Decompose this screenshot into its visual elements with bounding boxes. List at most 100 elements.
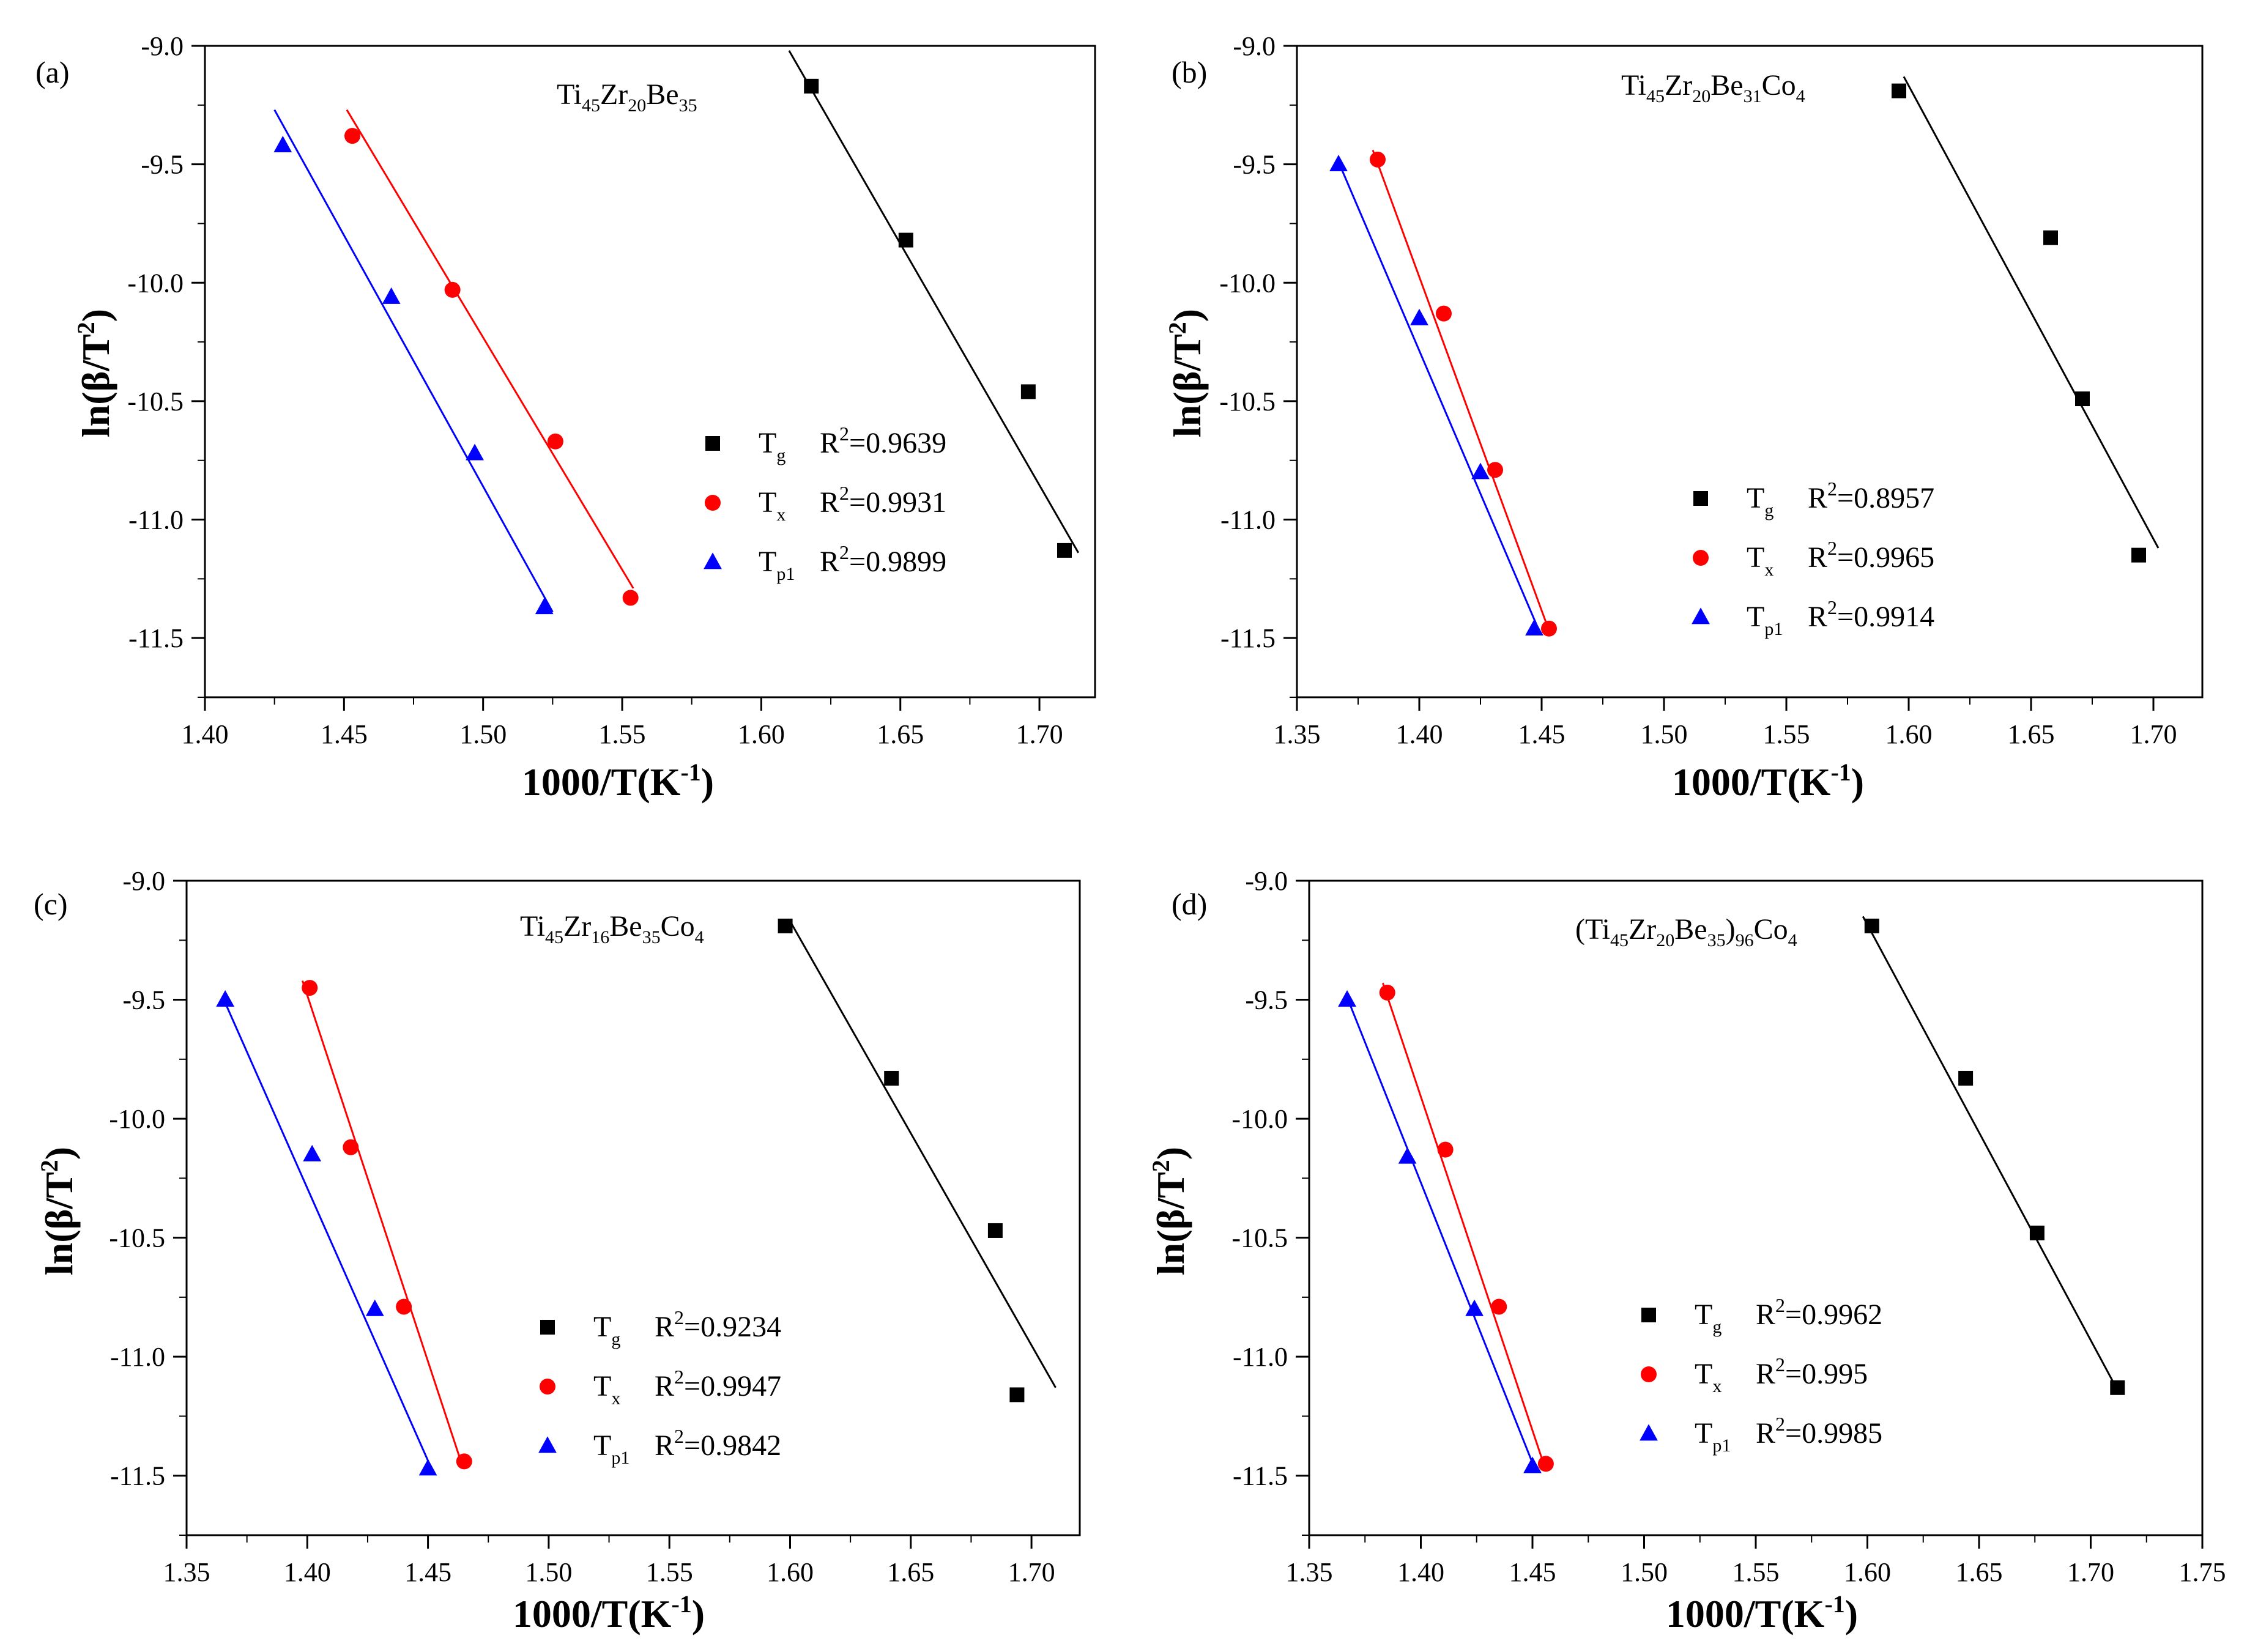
x-axis-title-end: ): [1845, 1592, 1858, 1635]
legend-r2-value: =0.9962: [1785, 1298, 1882, 1331]
data-point-x: [1437, 1141, 1454, 1158]
x-tick-label: 1.50: [525, 1557, 572, 1587]
legend-r2-R: R: [1756, 1358, 1775, 1390]
x-tick-label: 1.60: [738, 719, 785, 749]
panel-label: (d): [1172, 887, 1207, 921]
composition-subscript: 4: [1796, 86, 1805, 106]
series-p1: [216, 990, 437, 1476]
x-axis-title-sup: -1: [1824, 1590, 1844, 1618]
fit-line-g: [789, 920, 1057, 1388]
legend-r2-sup: 2: [1775, 1294, 1785, 1316]
composition-part: Ti: [1621, 69, 1646, 102]
data-point-p1: [418, 1459, 437, 1476]
x-axis-title: 1000/T(K-1): [1672, 758, 1864, 804]
legend-name: T: [1747, 601, 1764, 633]
legend-name-sub: g: [611, 1329, 620, 1349]
y-axis-title: ln(β/T2): [35, 1147, 81, 1275]
x-tick-label: 1.40: [284, 1557, 331, 1587]
legend-name-sub: p1: [611, 1448, 630, 1468]
legend-name-sub: g: [1764, 500, 1773, 520]
legend-r2-R: R: [655, 1429, 674, 1462]
data-point-g: [778, 918, 793, 933]
data-point-g: [2131, 547, 2146, 563]
data-point-p1: [365, 1299, 384, 1316]
x-tick-label: 1.60: [767, 1557, 814, 1587]
x-tick-label: 1.55: [599, 719, 646, 749]
x-tick-label: 1.50: [459, 719, 507, 749]
chart-panel-c: 1.35 1.40 1.45 1.50 1.55 1.60 1.65 1.70 -9.0 -9.5…: [34, 866, 1081, 1635]
legend-r2-value: =0.9965: [1837, 541, 1934, 574]
x-axis-title-main: 1000/T(K: [513, 1592, 672, 1635]
data-point-x: [1436, 305, 1452, 322]
composition-subscript: 45: [1646, 86, 1665, 106]
fit-line-g: [1903, 76, 2160, 549]
legend-name-sub: p1: [776, 564, 795, 584]
composition-part: Be: [1674, 913, 1707, 946]
y-tick-label: -11.5: [110, 1461, 165, 1491]
data-point-g: [2110, 1380, 2125, 1395]
data-point-x: [547, 433, 563, 450]
x-tick-label: 1.45: [1509, 1557, 1556, 1587]
legend-r2-value: =0.9947: [684, 1370, 781, 1402]
data-point-g: [884, 1070, 899, 1086]
legend-name: T: [593, 1311, 611, 1343]
x-tick-label: 1.65: [2008, 719, 2055, 749]
y-tick-label: -10.5: [127, 387, 184, 417]
composition-part: Zr: [1665, 69, 1692, 102]
legend-r2-R: R: [820, 486, 839, 519]
data-point-g: [1057, 543, 1072, 558]
x-tick-label: 1.55: [1763, 719, 1810, 749]
legend-r2-sup: 2: [1827, 596, 1837, 618]
data-point-p1: [303, 1144, 322, 1161]
y-axis-title-end: ): [1165, 309, 1209, 322]
y-tick-label: -9.0: [1245, 866, 1288, 896]
data-point-g: [2029, 1225, 2045, 1240]
chart-panel-d: 1.35 1.40 1.45 1.50 1.55 1.60 1.65 1.70 1.75 -9.0…: [1147, 866, 2226, 1635]
legend-label-x: Tx: [593, 1370, 620, 1409]
legend-r2-p1: R2=0.9985: [1756, 1413, 1882, 1450]
y-axis-title-end: ): [74, 309, 117, 322]
series-g: [1862, 916, 2125, 1395]
legend-name: T: [759, 427, 776, 459]
y-tick-label: -10.0: [127, 268, 184, 298]
legend-name: T: [1747, 541, 1764, 574]
y-tick-label: -10.0: [1219, 268, 1276, 298]
x-tick-label: 1.35: [1274, 719, 1321, 749]
plot-frame: [1296, 45, 2204, 698]
fit-line-x: [1372, 149, 1548, 624]
chart-panel-b: 1.35 1.40 1.45 1.50 1.55 1.60 1.65 1.70 -9.0 -9.5…: [1164, 31, 2204, 804]
legend-label-g: Tg: [759, 427, 786, 465]
data-point-g: [898, 232, 913, 248]
y-tick-label: -11.0: [1233, 1342, 1288, 1372]
x-tick-label: 1.35: [163, 1557, 210, 1587]
data-point-g: [1020, 384, 1036, 399]
y-tick-label: -9.0: [122, 866, 165, 896]
composition-part: Be: [646, 78, 678, 111]
legend-marker-x: [540, 1379, 555, 1395]
legend-r2-value: =0.9639: [849, 427, 946, 459]
data-point-p1: [1338, 990, 1356, 1007]
y-axis-title-main: ln(β/T: [74, 334, 117, 437]
legend-r2-sup: 2: [1775, 1354, 1785, 1376]
legend-r2-g: R2=0.9234: [655, 1306, 781, 1343]
data-point-x: [396, 1298, 412, 1315]
x-tick-label: 1.45: [404, 1557, 451, 1587]
x-axis-title-end: ): [701, 760, 714, 804]
composition-title: Ti45Zr20Be31Co4: [1621, 69, 1805, 106]
legend-name: T: [1695, 1417, 1712, 1450]
legend-marker-p1: [1692, 607, 1710, 624]
y-tick-label: -10.0: [109, 1104, 165, 1134]
x-tick-label: 1.70: [1008, 1557, 1055, 1587]
composition-part: Ti: [557, 78, 582, 111]
data-point-x: [1487, 462, 1503, 478]
data-point-g: [1958, 1070, 1974, 1086]
data-point-p1: [1410, 308, 1428, 325]
legend-r2-p1: R2=0.9842: [655, 1425, 781, 1462]
y-tick-label: -9.5: [141, 150, 184, 180]
composition-part: Co: [1762, 69, 1796, 102]
legend-name: T: [1695, 1358, 1712, 1390]
legend-name-sub: p1: [1764, 619, 1783, 639]
legend-r2-R: R: [820, 546, 839, 578]
x-tick-label: 1.50: [1621, 1557, 1668, 1587]
y-tick-label: -9.5: [1233, 150, 1276, 180]
